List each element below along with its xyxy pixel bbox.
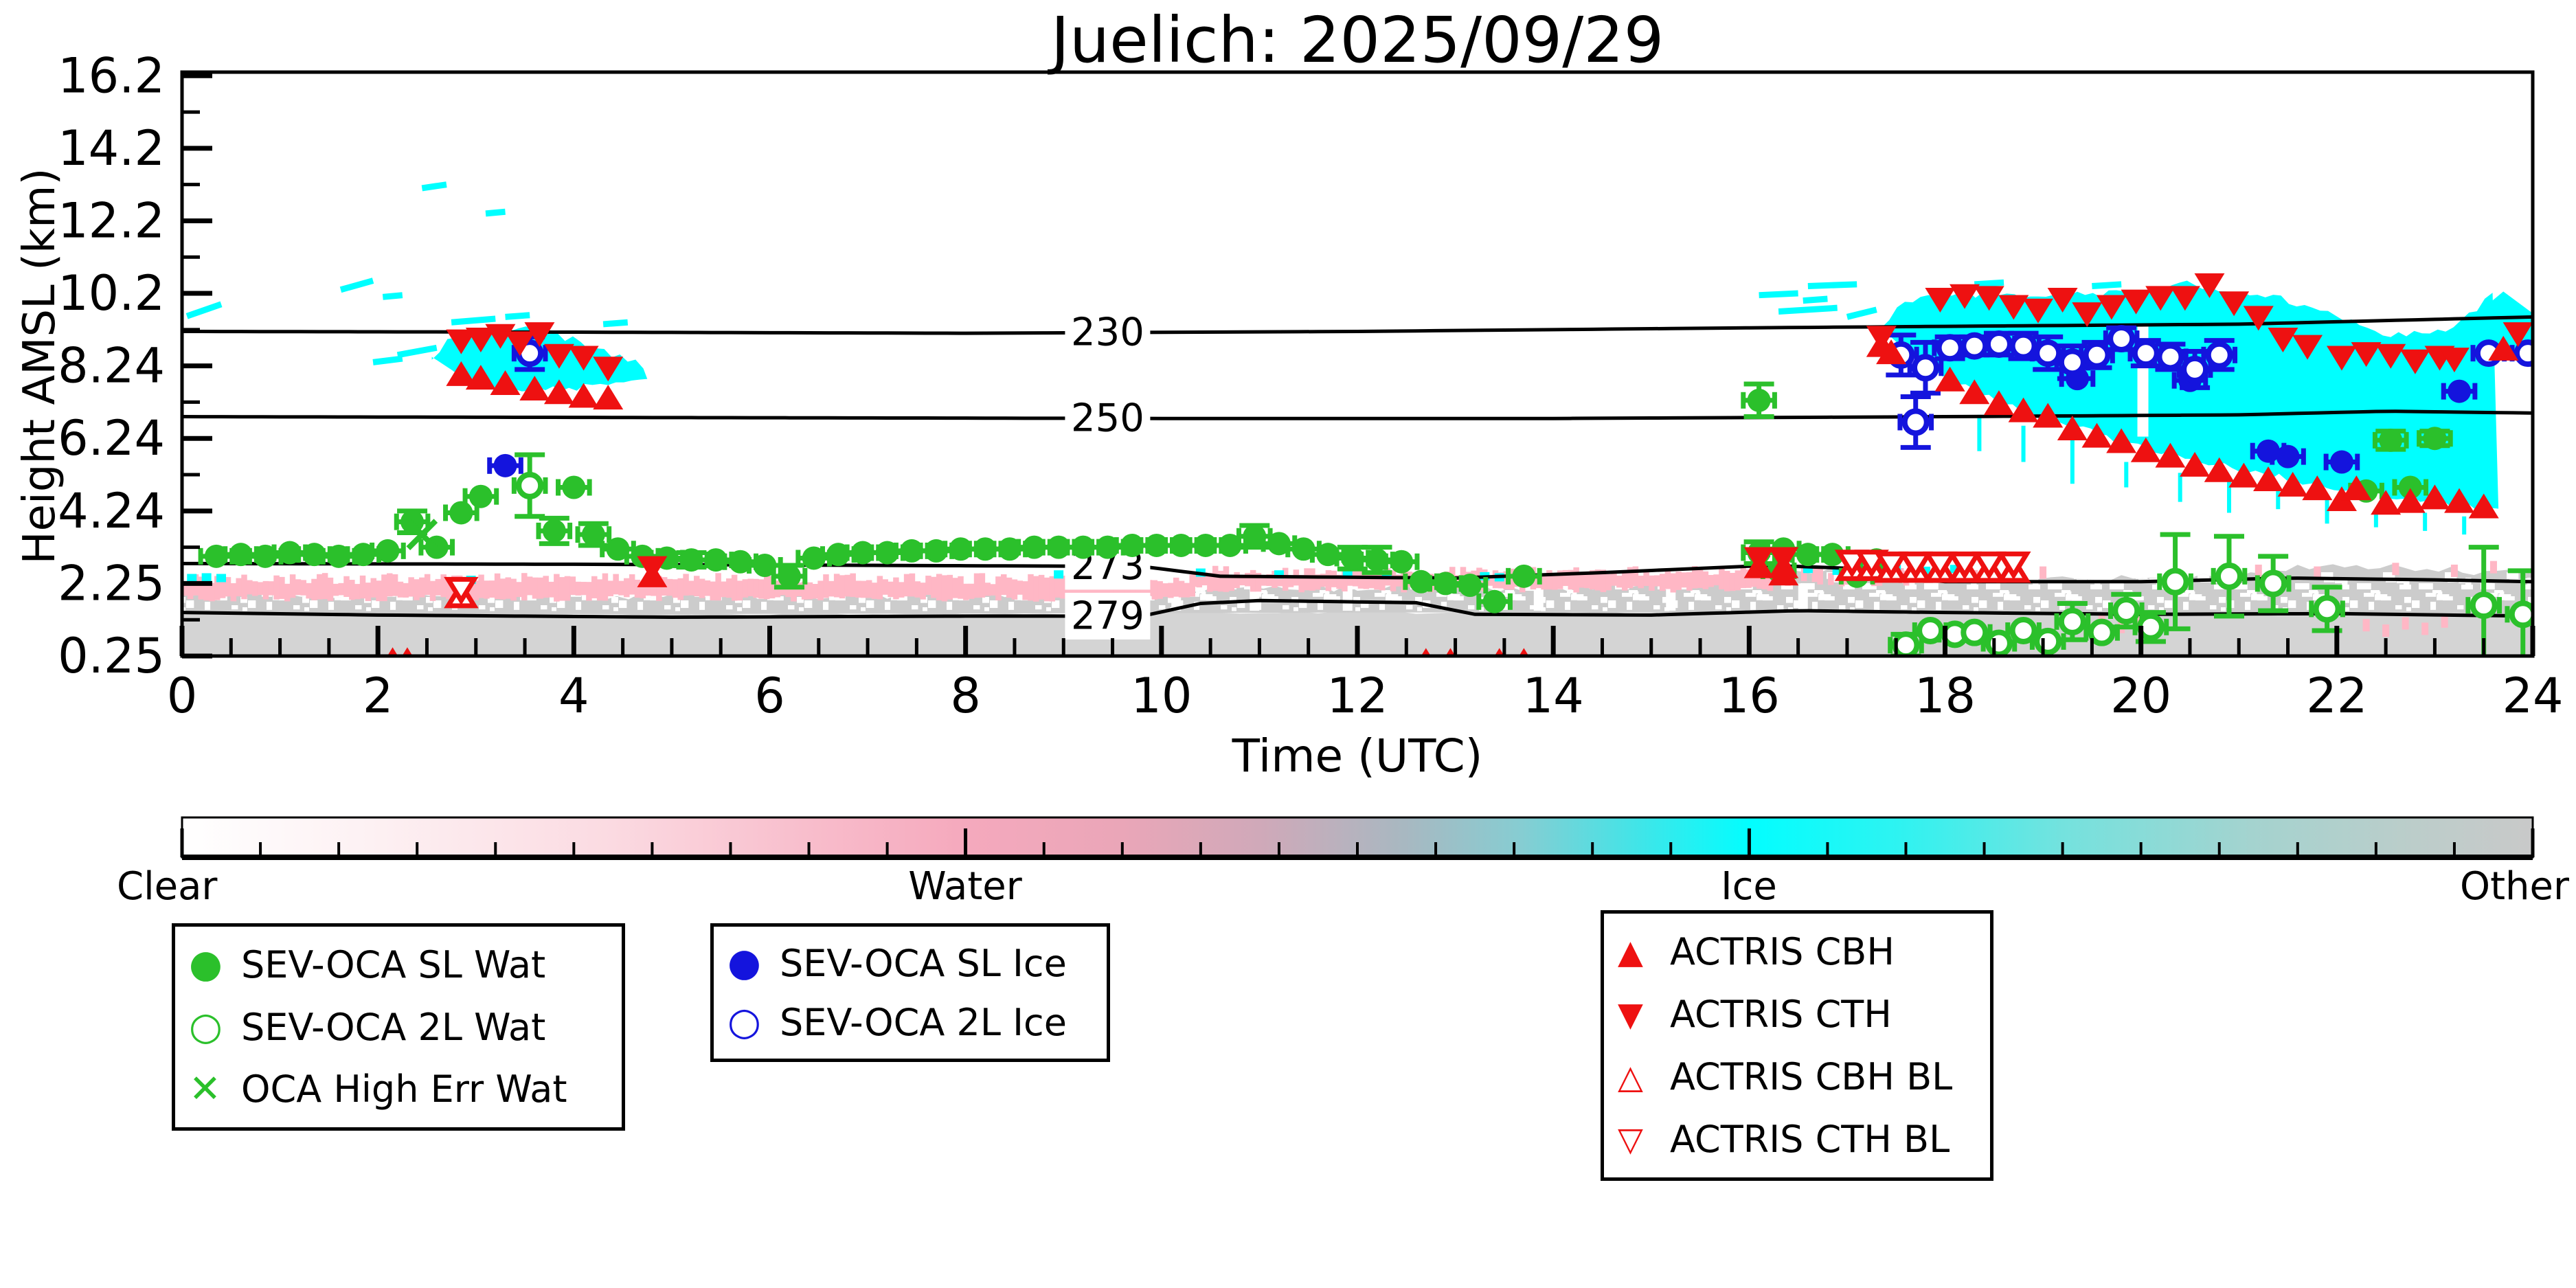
colorbar-label-other: Other bbox=[2459, 864, 2569, 909]
page-title: Juelich: 2025/09/29 bbox=[1050, 3, 1664, 77]
open-up-triangle-icon: △ bbox=[1618, 1057, 1643, 1096]
colorbar-label-ice: Ice bbox=[1721, 864, 1777, 909]
open-circle-icon: ○ bbox=[189, 1004, 223, 1049]
svg-text:12: 12 bbox=[1326, 668, 1388, 724]
legend-water-retrievals: ● SEV-OCA SL Wat ○ SEV-OCA 2L Wat ✕ OCA … bbox=[172, 923, 625, 1131]
svg-text:24: 24 bbox=[2502, 668, 2563, 724]
open-circle-icon: ○ bbox=[727, 999, 761, 1044]
svg-text:16: 16 bbox=[1719, 668, 1780, 724]
svg-text:12.2: 12.2 bbox=[58, 192, 165, 249]
svg-text:10: 10 bbox=[1131, 668, 1192, 724]
svg-text:8.24: 8.24 bbox=[58, 338, 165, 394]
legend-item-sl-wat: ● SEV-OCA SL Wat bbox=[189, 942, 546, 987]
colorbar bbox=[180, 816, 2535, 860]
svg-text:14.2: 14.2 bbox=[58, 120, 165, 177]
svg-text:4: 4 bbox=[558, 668, 589, 724]
svg-text:18: 18 bbox=[1914, 668, 1976, 724]
series-oca_high_err_wat bbox=[406, 519, 438, 550]
series-sev_oca_sl_ice bbox=[493, 367, 2472, 477]
svg-text:2.25: 2.25 bbox=[58, 555, 165, 611]
series-sev_oca_2l_wat bbox=[516, 471, 2533, 656]
svg-text:0.25: 0.25 bbox=[58, 628, 165, 684]
series-actris_cth_bl bbox=[444, 550, 2031, 606]
svg-text:279: 279 bbox=[1071, 594, 1144, 638]
legend-item-cth-bl: ▽ ACTRIS CTH BL bbox=[1618, 1118, 1950, 1161]
svg-text:14: 14 bbox=[1523, 668, 1584, 724]
legend-item-sl-ice: ● SEV-OCA SL Ice bbox=[727, 940, 1067, 985]
legend-item-cbh-bl: △ ACTRIS CBH BL bbox=[1618, 1055, 1953, 1098]
legend-ice-retrievals: ● SEV-OCA SL Ice ○ SEV-OCA 2L Ice bbox=[710, 923, 1110, 1062]
svg-text:20: 20 bbox=[2110, 668, 2171, 724]
series-sev_oca_sl_wat bbox=[204, 388, 2447, 613]
legend-actris: ▲ ACTRIS CBH ▼ ACTRIS CTH △ ACTRIS CBH B… bbox=[1601, 910, 1993, 1181]
legend-item-cth: ▼ ACTRIS CTH bbox=[1618, 993, 1892, 1036]
open-down-triangle-icon: ▽ bbox=[1618, 1120, 1643, 1159]
svg-text:4.24: 4.24 bbox=[58, 483, 165, 539]
svg-text:230: 230 bbox=[1071, 310, 1144, 355]
svg-text:22: 22 bbox=[2306, 668, 2367, 724]
filled-circle-icon: ● bbox=[727, 940, 761, 985]
svg-text:8: 8 bbox=[950, 668, 981, 724]
filled-circle-icon: ● bbox=[189, 942, 223, 987]
legend-item-2l-wat: ○ SEV-OCA 2L Wat bbox=[189, 1004, 546, 1049]
data-markers bbox=[204, 273, 2533, 656]
svg-text:16.2: 16.2 bbox=[58, 47, 165, 104]
svg-text:0: 0 bbox=[167, 668, 198, 724]
svg-text:6: 6 bbox=[754, 668, 785, 724]
colorbar-label-water: Water bbox=[908, 864, 1022, 909]
y-axis-label: Height AMSL (km) bbox=[14, 168, 65, 565]
x-marker-icon: ✕ bbox=[189, 1066, 221, 1111]
series-sev_oca_2l_ice bbox=[516, 325, 2533, 436]
svg-text:2: 2 bbox=[363, 668, 394, 724]
svg-text:6.24: 6.24 bbox=[58, 410, 165, 466]
legend-item-cbh: ▲ ACTRIS CBH bbox=[1618, 930, 1895, 973]
series-actris_cth bbox=[446, 273, 2533, 581]
filled-up-triangle-icon: ▲ bbox=[1618, 932, 1643, 971]
svg-text:10.2: 10.2 bbox=[58, 265, 165, 321]
colorbar-label-clear: Clear bbox=[117, 864, 218, 909]
filled-down-triangle-icon: ▼ bbox=[1618, 995, 1643, 1034]
svg-text:250: 250 bbox=[1071, 396, 1144, 441]
x-axis-label: Time (UTC) bbox=[1232, 730, 1483, 782]
axes: 0 2 4 6 8 10 12 14 16 18 20 22 240.252.254.246.248.2… bbox=[58, 47, 2563, 724]
legend-item-high-err-wat: ✕ OCA High Err Wat bbox=[189, 1066, 567, 1111]
legend-item-2l-ice: ○ SEV-OCA 2L Ice bbox=[727, 999, 1067, 1044]
